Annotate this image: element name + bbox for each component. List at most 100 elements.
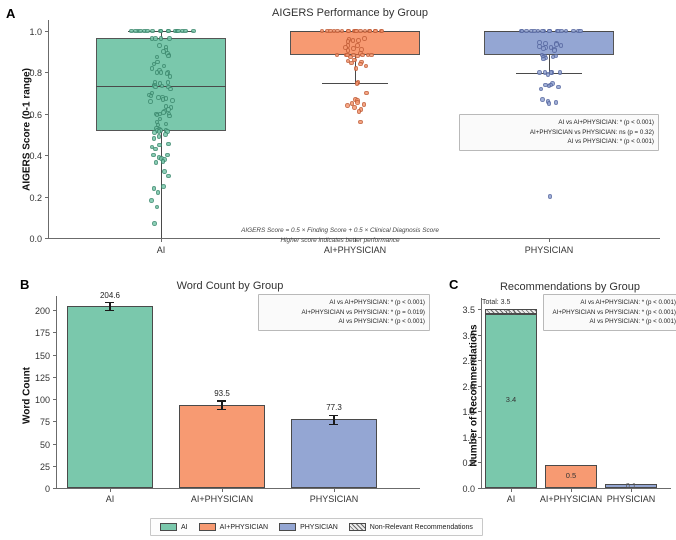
panel-a-datapoint bbox=[355, 38, 361, 43]
panel-b-ytickmark-6 bbox=[53, 354, 56, 356]
panel-a-ytick-5: 1.0 bbox=[29, 27, 42, 37]
panel-a-ytickmark-1 bbox=[45, 196, 48, 198]
legend-swatch-non-relevant bbox=[348, 523, 366, 531]
panel-a-datapoint bbox=[153, 35, 158, 41]
panel-c-xtick-ai: AI bbox=[506, 494, 516, 504]
panel-a-datapoint bbox=[354, 43, 360, 48]
panel-a-datapoint bbox=[364, 90, 369, 96]
panel-a-datapoint bbox=[160, 159, 166, 164]
panel-a-whisker-ai bbox=[161, 31, 162, 238]
panel-a-datapoint bbox=[345, 48, 351, 53]
panel-a-datapoint bbox=[153, 160, 159, 165]
panel-b-xtickmark-1 bbox=[222, 489, 223, 492]
panel-a-datapoint bbox=[556, 84, 561, 90]
panel-a-datapoint bbox=[570, 28, 576, 34]
panel-a-stats-box: AI vs AI+PHYSICIAN: * (p < 0.001) AI+PHY… bbox=[459, 114, 659, 151]
panel-a-datapoint bbox=[166, 35, 172, 41]
panel-a-datapoint bbox=[359, 47, 364, 52]
panel-a-datapoint bbox=[151, 61, 157, 67]
legend-item-ai: AI bbox=[160, 523, 188, 531]
panel-a-datapoint bbox=[151, 136, 157, 141]
panel-b-errorbar-cap-top-phy bbox=[329, 414, 338, 416]
panel-a-ytickmark-3 bbox=[45, 113, 48, 115]
legend-item-ai-physician: AI+PHYSICIAN bbox=[198, 523, 269, 531]
panel-c-letter: C bbox=[449, 277, 459, 292]
panel-b-title: Word Count by Group bbox=[176, 280, 284, 292]
panel-a-datapoint bbox=[335, 28, 340, 34]
panel-a-datapoint bbox=[558, 43, 564, 48]
legend-label-ai: AI bbox=[181, 523, 188, 531]
panel-a-datapoint bbox=[537, 70, 542, 75]
panel-b-errorbar-cap-top-ai bbox=[105, 301, 114, 304]
panel-a-datapoint bbox=[157, 43, 162, 48]
panel-a-datapoint bbox=[153, 84, 159, 90]
panel-b-stat-line-2: AI vs PHYSICIAN: * (p < 0.001) bbox=[338, 318, 426, 326]
panel-a-datapoint bbox=[351, 46, 356, 51]
panel-c-bar-ai-relevant bbox=[485, 314, 537, 488]
figure-legend: AI AI+PHYSICIAN PHYSICIAN Non-Relevant R… bbox=[150, 518, 483, 536]
panel-a-stat-line-0: AI vs AI+PHYSICIAN: * (p < 0.001) bbox=[558, 119, 654, 126]
panel-b-ytick-6: 150 bbox=[34, 350, 50, 361]
panel-a-datapoint bbox=[361, 35, 367, 41]
panel-b-errorbar-cap-bottom-ai bbox=[105, 309, 114, 312]
panel-b-errorbar-ai bbox=[109, 301, 111, 310]
panel-b-errorbar-physician bbox=[333, 414, 335, 424]
panel-a-ytick-0: 0.0 bbox=[29, 234, 42, 244]
panel-a-xtickmark-1 bbox=[355, 239, 356, 242]
panel-a-datapoint bbox=[540, 28, 545, 34]
panel-c-ytickmark-3 bbox=[478, 411, 481, 413]
panel-b-ytick-7: 175 bbox=[34, 328, 50, 339]
panel-a-datapoint bbox=[363, 63, 369, 69]
panel-a-datapoint bbox=[553, 100, 559, 105]
panel-b-stat-line-1: AI+PHYSICIAN vs PHYSICIAN: * (p = 0.019) bbox=[301, 308, 425, 316]
panel-a-xtickmark-0 bbox=[161, 239, 162, 242]
panel-b-y-axis bbox=[56, 296, 57, 488]
panel-c-stats-box: AI vs AI+PHYSICIAN: * (p < 0.001) AI+PHY… bbox=[543, 294, 676, 331]
panel-c-x-axis bbox=[481, 488, 671, 489]
panel-a-datapoint bbox=[554, 42, 559, 47]
panel-a-datapoint bbox=[537, 40, 542, 45]
legend-label-ai-physician: AI+PHYSICIAN bbox=[219, 523, 269, 531]
panel-a-ytickmark-4 bbox=[45, 72, 48, 74]
panel-b-errorbar-cap-bottom-aip bbox=[217, 409, 226, 411]
panel-b-ytick-0: 0 bbox=[44, 484, 50, 494]
panel-a-datapoint bbox=[138, 28, 143, 34]
panel-a-xtick-ai: AI bbox=[156, 245, 166, 255]
panel-b-ytick-8: 200 bbox=[34, 306, 50, 316]
panel-b-x-axis bbox=[56, 488, 420, 489]
panel-a-datapoint bbox=[339, 28, 345, 34]
panel-a-datapoint bbox=[546, 101, 552, 106]
panel-b-xtick-ai: AI bbox=[105, 494, 115, 504]
panel-a-footnote-line-2: Higher score indicates better performanc… bbox=[280, 236, 400, 244]
panel-b-value-label-physician: 77.3 bbox=[326, 403, 342, 412]
panel-a-datapoint bbox=[538, 86, 544, 92]
panel-c-value-label-ai-physician: 0.5 bbox=[565, 471, 577, 480]
panel-a-xtickmark-2 bbox=[549, 239, 550, 242]
panel-c-ytick-4: 2.0 bbox=[462, 381, 475, 392]
panel-b-xtickmark-2 bbox=[334, 489, 335, 492]
panel-a-datapoint bbox=[133, 28, 138, 34]
panel-a-datapoint bbox=[161, 49, 166, 54]
panel-c-y-axis bbox=[481, 298, 482, 488]
panel-c-xtick-ai-physician: AI+PHYSICIAN bbox=[539, 494, 603, 504]
panel-a-datapoint bbox=[357, 119, 363, 125]
panel-c-ytick-3: 1.5 bbox=[462, 407, 475, 418]
panel-b-errorbar-ai-physician bbox=[221, 400, 223, 410]
panel-b-xtick-ai-physician: AI+PHYSICIAN bbox=[190, 494, 254, 504]
panel-b-xtick-physician: PHYSICIAN bbox=[309, 494, 359, 504]
panel-c-title: Recommendations by Group bbox=[499, 281, 640, 293]
panel-a-datapoint bbox=[163, 121, 169, 127]
panel-a-datapoint bbox=[165, 129, 171, 134]
panel-a-footnote: AIGERS Score = 0.5 × Finding Score + 0.5… bbox=[200, 226, 480, 245]
panel-a-datapoint bbox=[166, 28, 171, 34]
panel-a-xtick-physician: PHYSICIAN bbox=[524, 245, 574, 255]
panel-a-datapoint bbox=[362, 28, 368, 34]
panel-a-datapoint bbox=[550, 54, 556, 60]
panel-a-datapoint bbox=[540, 46, 546, 51]
panel-c-ytick-6: 3.0 bbox=[462, 330, 475, 341]
panel-b-ytick-2: 50 bbox=[39, 439, 50, 450]
panel-a-datapoint bbox=[158, 35, 164, 41]
panel-b-ytickmark-3 bbox=[53, 421, 56, 423]
panel-b-ytickmark-2 bbox=[53, 443, 56, 445]
